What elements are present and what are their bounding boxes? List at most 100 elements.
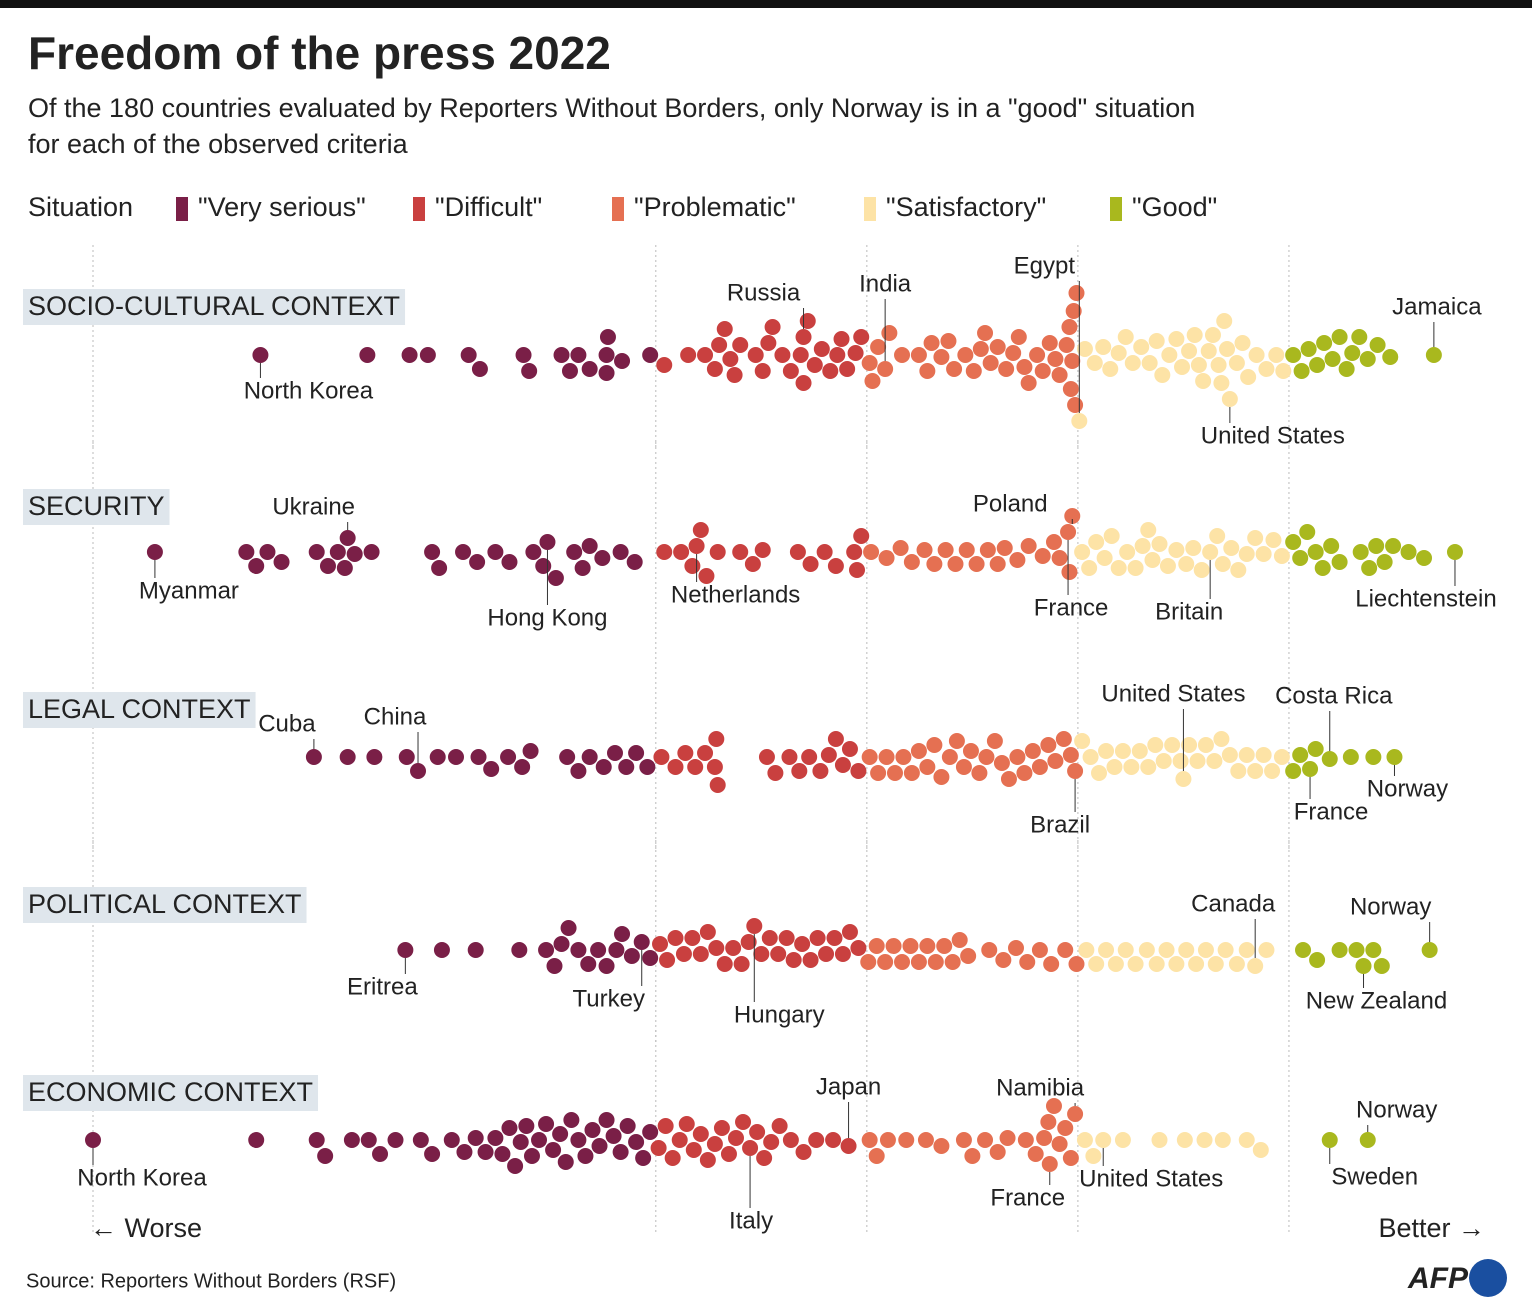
dot — [834, 757, 851, 773]
dot — [329, 544, 346, 560]
dot — [978, 749, 995, 765]
dot — [591, 1138, 608, 1154]
annotation: Turkey — [572, 985, 644, 1012]
dot — [1009, 552, 1026, 568]
dot — [650, 1140, 667, 1156]
dot — [606, 745, 623, 761]
dot — [1175, 771, 1192, 787]
dot — [1074, 544, 1091, 560]
dot — [1020, 538, 1037, 554]
dot — [971, 765, 988, 781]
dot — [1067, 1106, 1084, 1122]
dot — [1238, 1132, 1255, 1148]
dot — [746, 918, 763, 934]
dot — [763, 1134, 780, 1150]
dot — [522, 743, 539, 759]
dot — [628, 1134, 645, 1150]
dot — [1024, 743, 1041, 759]
dot — [853, 528, 870, 544]
annotation: Namibia — [996, 1074, 1085, 1101]
dot — [940, 333, 957, 349]
dot — [850, 763, 867, 779]
dot — [933, 769, 950, 785]
dot — [1400, 544, 1417, 560]
dot — [732, 337, 749, 353]
dot — [1338, 361, 1355, 377]
dot — [570, 347, 587, 363]
dot — [1252, 1142, 1269, 1158]
dot — [1248, 347, 1265, 363]
dot — [1373, 958, 1390, 974]
legend-swatch — [413, 197, 425, 221]
dot — [1067, 763, 1084, 779]
dot — [1344, 345, 1361, 361]
dot — [1323, 538, 1340, 554]
dot — [1174, 359, 1191, 375]
legend-label: "Problematic" — [634, 192, 796, 222]
dot — [574, 560, 591, 576]
dot — [1068, 285, 1085, 301]
dot — [1020, 375, 1037, 391]
dot — [1057, 942, 1074, 958]
dot — [1228, 956, 1245, 972]
dot — [806, 357, 823, 373]
dot — [1446, 544, 1463, 560]
subtitle: for each of the observed criteria — [28, 129, 409, 159]
dot — [1082, 749, 1099, 765]
dot — [1134, 538, 1151, 554]
dot — [708, 940, 725, 956]
dot — [1293, 363, 1310, 379]
dot — [955, 759, 972, 775]
dot — [518, 1118, 535, 1134]
dot — [595, 759, 612, 775]
dot — [861, 1132, 878, 1148]
dot — [248, 558, 265, 574]
annotation: Myanmar — [139, 577, 239, 604]
dot — [633, 934, 650, 950]
dot — [1062, 381, 1079, 397]
dot — [494, 1146, 511, 1162]
dot — [839, 361, 856, 377]
dot — [995, 952, 1012, 968]
dot — [692, 1126, 709, 1142]
dot — [958, 542, 975, 558]
dot — [1221, 747, 1238, 763]
dot — [789, 544, 806, 560]
dot — [1007, 940, 1024, 956]
dot — [1185, 540, 1202, 556]
dot — [1202, 544, 1219, 560]
dot — [1258, 361, 1275, 377]
dot — [708, 731, 725, 747]
annotation: United States — [1079, 1165, 1223, 1192]
dot — [1098, 942, 1115, 958]
dot — [1067, 397, 1084, 413]
dot — [847, 345, 864, 361]
dot — [581, 361, 598, 377]
annotation: New Zealand — [1306, 987, 1447, 1014]
dot — [754, 363, 771, 379]
annotation: United States — [1201, 422, 1345, 449]
dot — [319, 558, 336, 574]
dot — [317, 1148, 334, 1164]
annotation: Russia — [727, 279, 801, 306]
dot — [1176, 1132, 1193, 1148]
dot — [1385, 538, 1402, 554]
dot — [687, 759, 704, 775]
annotation: Sweden — [1331, 1163, 1418, 1190]
dot — [948, 733, 965, 749]
dot — [692, 522, 709, 538]
dot — [986, 733, 1003, 749]
annotation: Hungary — [734, 1001, 825, 1028]
dot — [756, 1150, 773, 1166]
dot — [1206, 753, 1223, 769]
dot — [999, 1130, 1016, 1146]
dot — [1421, 942, 1438, 958]
dot — [1285, 347, 1302, 363]
dot — [760, 335, 777, 351]
dot — [521, 363, 538, 379]
dot — [1216, 313, 1233, 329]
annotation: Liechtenstein — [1355, 585, 1496, 612]
dot — [1159, 558, 1176, 574]
dot — [1096, 550, 1113, 566]
source: Source: Reporters Without Borders (RSF) — [26, 1270, 396, 1292]
